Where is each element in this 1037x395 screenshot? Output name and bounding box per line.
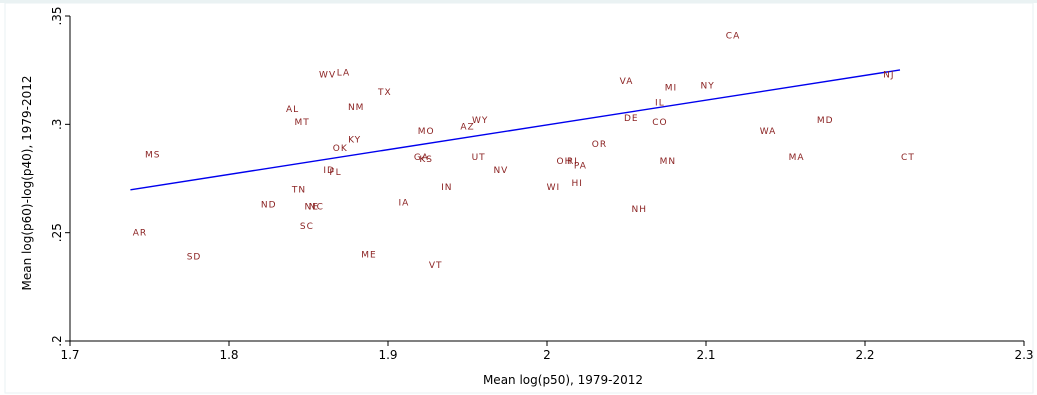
point-label-ma: MA [789, 153, 805, 163]
point-label-nm: NM [348, 103, 365, 113]
x-tick-label: 2.3 [1014, 348, 1033, 362]
y-tick-label: .2 [50, 335, 64, 346]
x-tick-label: 1.9 [378, 348, 397, 362]
point-label-tn: TN [291, 185, 306, 195]
point-label-hi: HI [571, 179, 582, 189]
graph-region [4, 2, 1034, 394]
point-label-md: MD [817, 116, 834, 126]
fit-line [130, 69, 901, 191]
point-label-ks: KS [419, 155, 433, 165]
point-label-sd: SD [187, 253, 202, 263]
y-tick-label: .3 [50, 119, 64, 130]
x-tick-label: 2 [543, 348, 551, 362]
point-label-wv: WV [319, 71, 336, 81]
point-label-de: DE [624, 114, 639, 124]
point-label-mi: MI [665, 84, 677, 94]
point-label-ok: OK [333, 144, 348, 154]
point-label-mt: MT [295, 118, 310, 128]
point-label-ne: NE [304, 203, 318, 213]
y-tick-label: .35 [50, 6, 64, 25]
point-label-mn: MN [660, 157, 677, 167]
point-label-va: VA [620, 77, 634, 87]
point-label-al: AL [286, 105, 299, 115]
point-label-pa: PA [574, 162, 587, 172]
x-tick-label: 1.7 [60, 348, 79, 362]
x-tick-label: 1.8 [219, 348, 238, 362]
point-label-nh: NH [631, 205, 647, 215]
point-label-tx: TX [377, 88, 392, 98]
point-label-az: AZ [460, 123, 474, 133]
point-label-nv: NV [493, 166, 508, 176]
point-label-il: IL [655, 99, 665, 109]
point-label-nc: NC [309, 203, 324, 213]
point-label-fl: FL [329, 168, 341, 178]
point-label-nj: NJ [883, 71, 894, 81]
x-tick-label: 2.2 [855, 348, 874, 362]
point-label-ia: IA [398, 198, 409, 208]
point-label-me: ME [361, 250, 376, 260]
point-label-ut: UT [472, 153, 486, 163]
top-band [0, 0, 1037, 3]
point-label-in: IN [441, 183, 452, 193]
point-label-ca: CA [726, 32, 740, 42]
x-axis-title: Mean log(p50), 1979-2012 [483, 373, 643, 387]
point-label-wa: WA [760, 127, 777, 137]
point-label-nd: ND [261, 201, 277, 211]
point-label-oh: OH [557, 157, 573, 167]
point-label-ny: NY [700, 81, 714, 91]
point-label-la: LA [337, 68, 350, 78]
point-label-ky: KY [348, 136, 361, 146]
point-label-id: ID [323, 166, 335, 176]
point-label-co: CO [652, 118, 667, 128]
point-label-ar: AR [133, 229, 147, 239]
point-label-ri: RI [567, 157, 578, 167]
point-label-ms: MS [145, 151, 160, 161]
point-label-ga: GA [414, 153, 429, 163]
point-label-wy: WY [472, 116, 488, 126]
y-tick-label: .25 [50, 223, 64, 242]
plot-area: 1.7 1.8 1.9 2 2.1 2.2 2.3 .2 .25 .3 .35 CA NJ NY MI VA I… [50, 6, 1034, 362]
x-tick-label: 2.1 [696, 348, 715, 362]
point-label-wi: WI [547, 183, 561, 193]
point-label-or: OR [592, 140, 607, 150]
y-axis-title: Mean log(p60)-log(p40), 1979-2012 [20, 76, 34, 291]
point-label-sc: SC [300, 222, 314, 232]
point-label-vt: VT [429, 261, 443, 271]
point-label-mo: MO [418, 127, 435, 137]
point-label-ct: CT [901, 153, 915, 163]
